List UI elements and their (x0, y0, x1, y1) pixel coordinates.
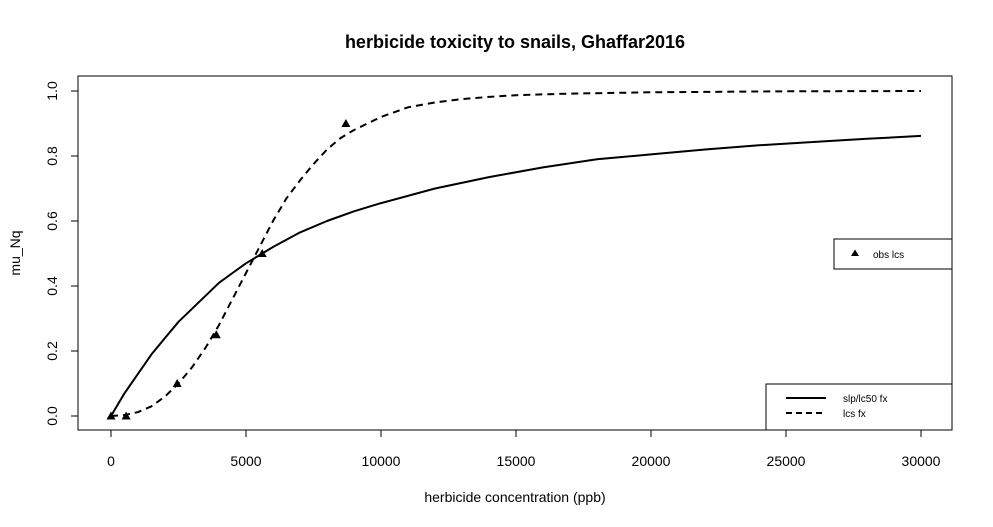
series-lines (110, 90, 922, 417)
y-tick-label: 0.6 (44, 211, 60, 231)
x-axis-label: herbicide concentration (ppb) (424, 489, 605, 505)
x-axis: 0 5000 10000 15000 20000 25000 30000 (107, 429, 941, 469)
x-tick-label: 15000 (497, 453, 536, 469)
legend-triangle-marker (851, 249, 859, 256)
legend-obs-label: obs lcs (873, 250, 904, 261)
data-point (106, 411, 116, 420)
chart-title: herbicide toxicity to snails, Ghaffar201… (345, 32, 685, 52)
data-point (257, 249, 267, 257)
plot-frame (77, 75, 953, 431)
y-tick-label: 0.4 (44, 276, 60, 296)
y-tick-label: 1.0 (44, 81, 60, 101)
legend-lines-box (765, 383, 953, 431)
y-tick-label: 0.0 (44, 406, 60, 426)
series-line-slp-lc50-fx (110, 134, 922, 417)
y-tick-label: 0.8 (44, 146, 60, 166)
data-point (341, 119, 351, 127)
x-tick-label: 25000 (767, 453, 806, 469)
x-tick-label: 5000 (230, 453, 261, 469)
x-tick-label: 10000 (362, 453, 401, 469)
x-tick-label: 20000 (632, 453, 671, 469)
data-point (211, 330, 221, 339)
data-point (121, 411, 131, 420)
y-axis: 0.0 0.2 0.4 0.6 0.8 1.0 (44, 81, 79, 426)
legend-obs: obs lcs (833, 238, 953, 270)
observed-points (106, 119, 351, 420)
legend-dashed-label: lcs fx (843, 409, 866, 420)
y-tick-label: 0.2 (44, 341, 60, 361)
series-line-lcs-fx (110, 90, 922, 417)
legend-lines: slp/lc50 fx lcs fx (765, 383, 953, 431)
y-axis-label: mu_Nq (7, 230, 23, 275)
data-point (172, 379, 182, 387)
legend-solid-label: slp/lc50 fx (843, 394, 887, 405)
x-tick-label: 0 (107, 453, 115, 469)
x-tick-label: 30000 (902, 453, 941, 469)
